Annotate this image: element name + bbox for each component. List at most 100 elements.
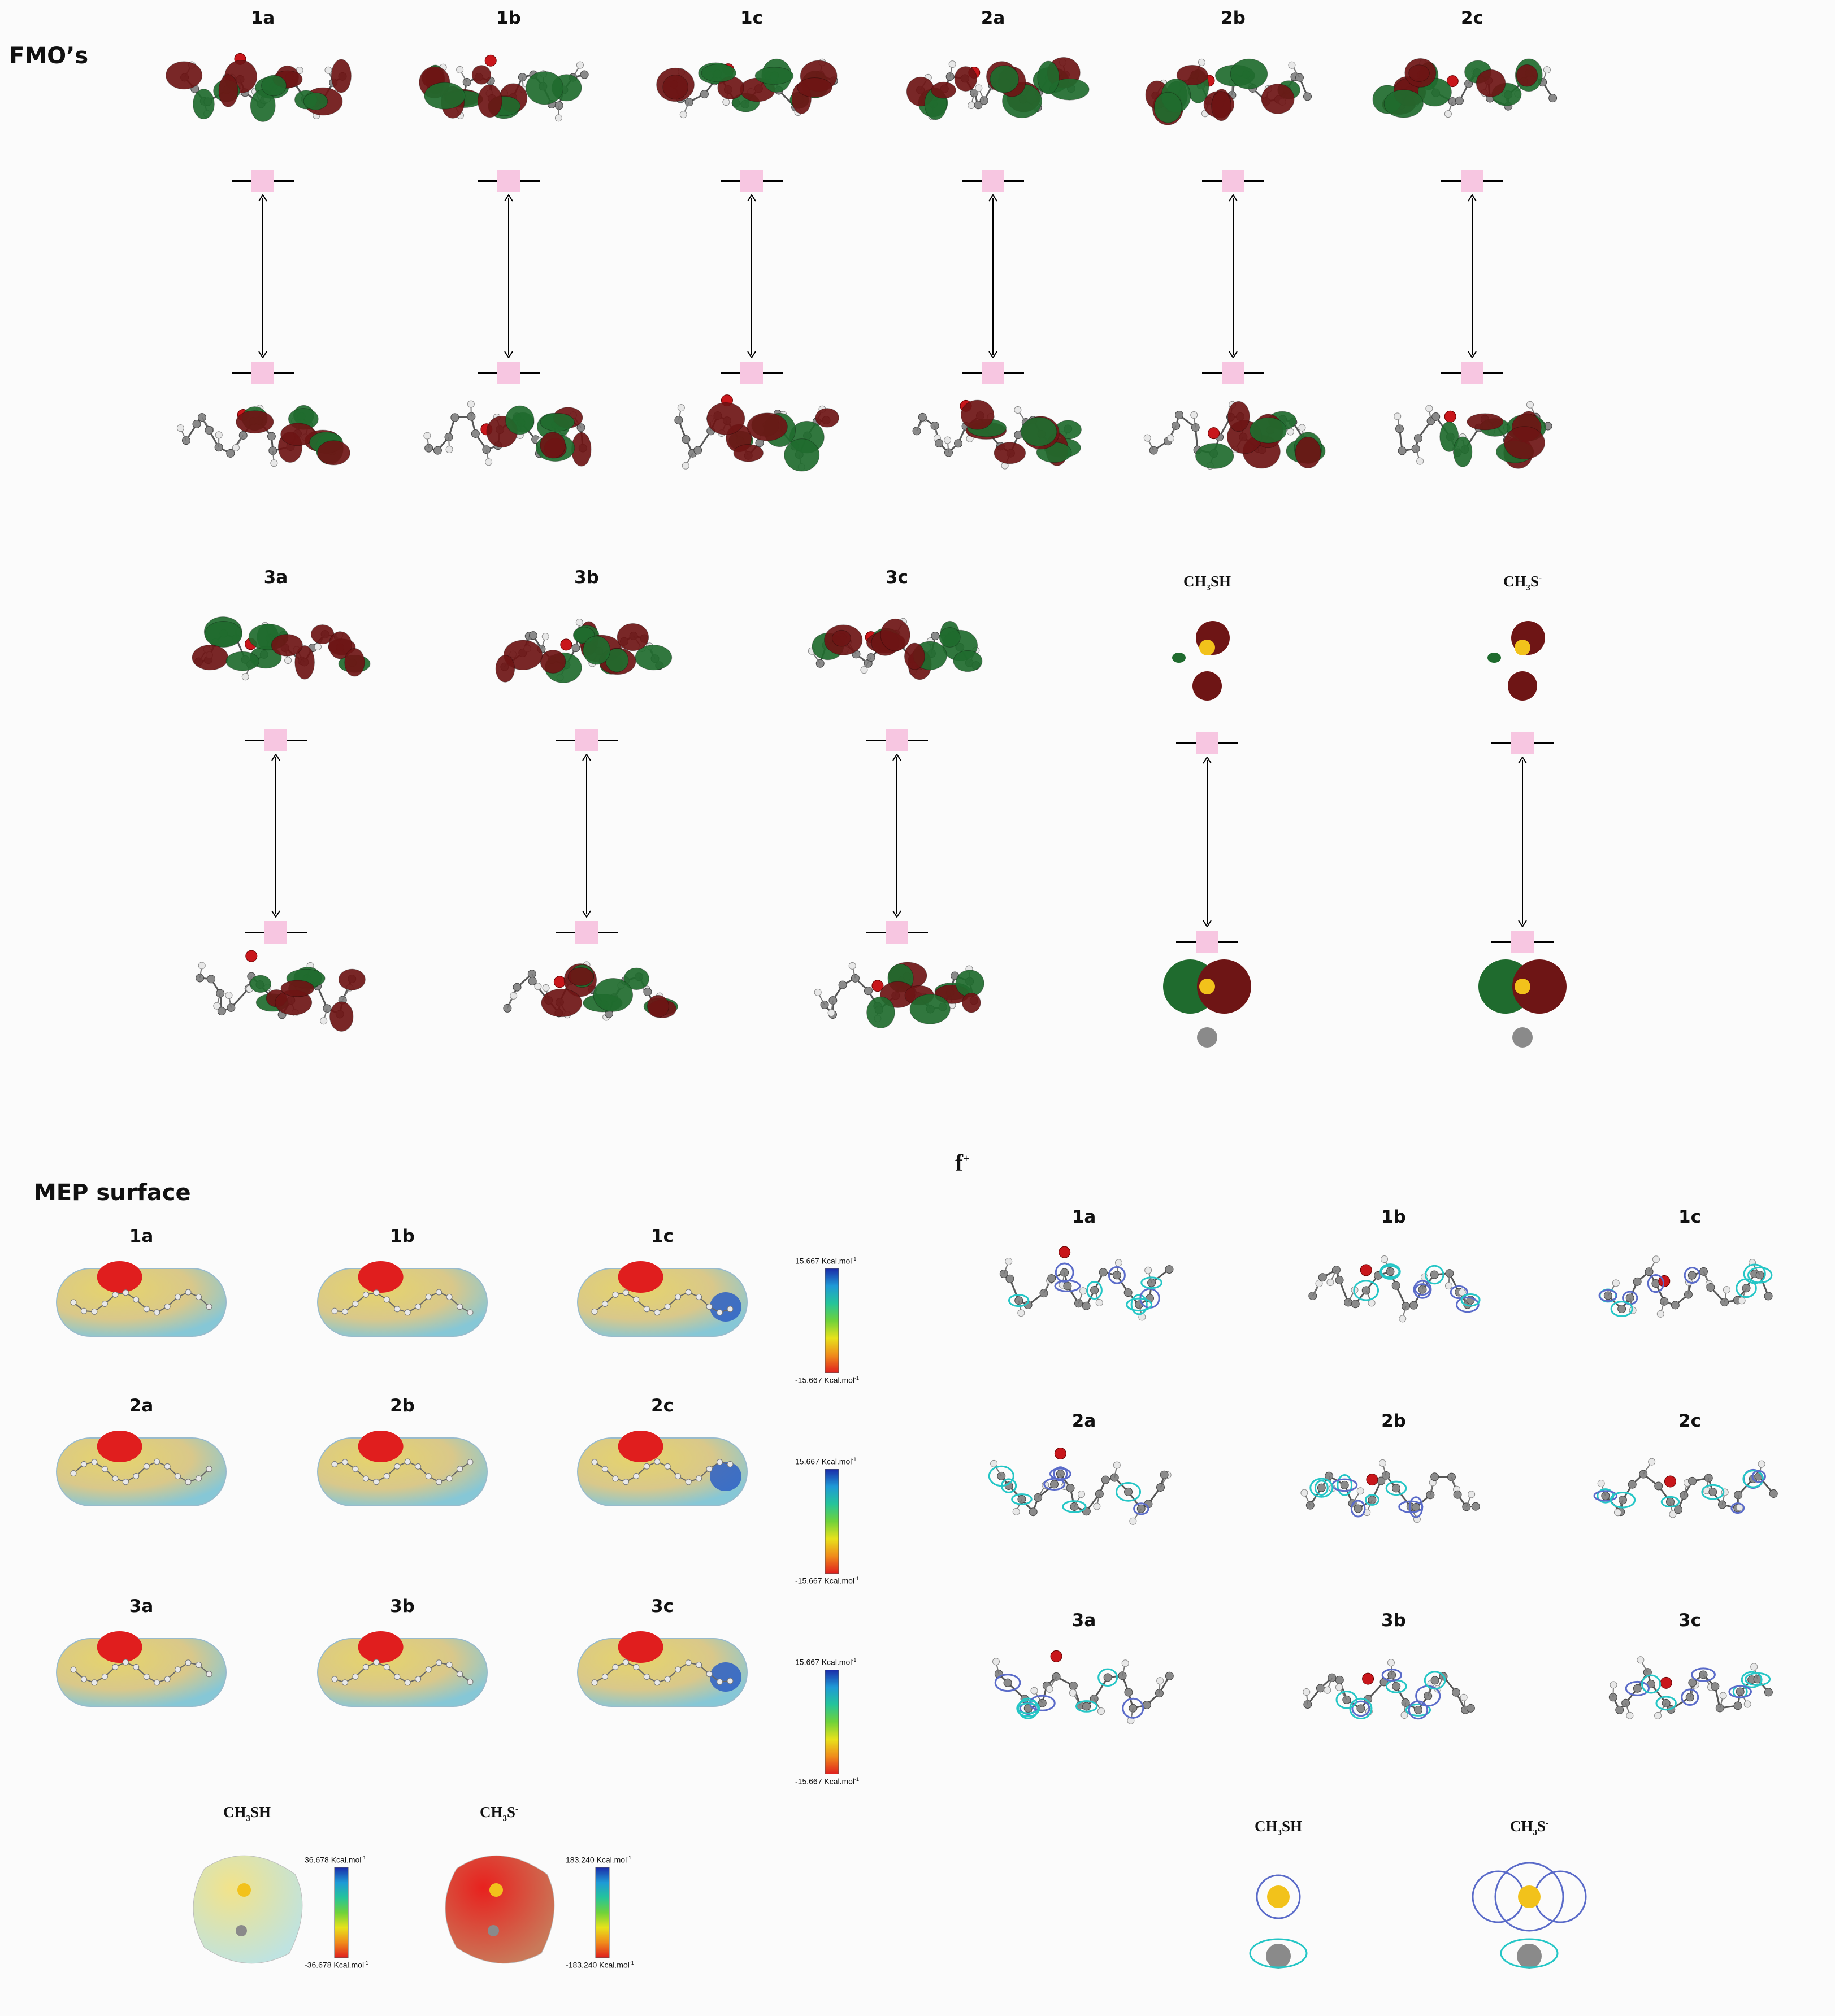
positive-lobe — [1453, 436, 1473, 467]
atom — [415, 1463, 422, 1470]
atom — [612, 1475, 619, 1482]
hydrogen-atom — [320, 1017, 328, 1025]
atom — [70, 1299, 77, 1306]
atom — [352, 1673, 359, 1680]
positive-lobe — [193, 89, 215, 120]
panel-label: 3a — [129, 1596, 154, 1617]
panel-label-formula: CH3S- — [1510, 1818, 1548, 1837]
hydrogen-atom — [1380, 1255, 1388, 1263]
density-isosurface — [1425, 1265, 1444, 1285]
density-isosurface — [1681, 1688, 1699, 1706]
negative-lobe — [1176, 64, 1208, 86]
density-isosurface — [1054, 1280, 1081, 1292]
carbon-atom — [1066, 1484, 1075, 1493]
atom — [164, 1303, 171, 1310]
negative-lobe — [280, 980, 315, 997]
density-isosurface — [1408, 1700, 1429, 1720]
atom — [362, 1291, 369, 1298]
arrow-head-up — [1203, 757, 1212, 764]
arrow-head-up — [988, 194, 997, 202]
negative-potential-region — [358, 1631, 404, 1663]
negative-lobe — [495, 655, 515, 683]
hydrogen-atom — [1656, 1310, 1664, 1318]
carbon-atom — [1101, 1475, 1110, 1484]
atom — [101, 1466, 108, 1472]
carbon-atom — [1413, 1705, 1422, 1714]
carbon-atom — [205, 426, 214, 435]
hydrogen-atom — [827, 1009, 835, 1017]
carbon-atom — [433, 446, 442, 455]
formula-main: CH — [1183, 573, 1207, 590]
positive-lobe — [424, 82, 466, 110]
carbon-atom — [1056, 1470, 1065, 1479]
atom — [696, 1475, 702, 1482]
gradient-bar — [334, 1867, 349, 1958]
negative-lobe — [815, 408, 839, 428]
arrow-head-down — [1468, 351, 1477, 358]
carbon-atom — [1082, 1702, 1091, 1711]
atom — [196, 1661, 202, 1668]
atom — [112, 1663, 119, 1670]
atom — [457, 1466, 463, 1472]
density-isosurface — [1097, 1668, 1118, 1687]
positive-lobe — [540, 412, 575, 432]
orbital-lobes — [656, 58, 838, 114]
fukui-density — [1335, 1669, 1446, 1720]
negative-lobe — [880, 618, 910, 651]
negative-lobe — [294, 645, 315, 680]
fmo-title: FMO’s — [9, 43, 89, 69]
negative-lobe — [831, 629, 852, 647]
hydrogen-atom — [1626, 1711, 1634, 1719]
panel-label: 3a — [1071, 1610, 1096, 1631]
panel-label-formula: CH3S- — [1503, 573, 1542, 593]
hydrogen-atom — [1612, 1279, 1620, 1287]
homo-orbital-plot — [1143, 401, 1326, 470]
atom — [685, 1479, 692, 1485]
hydrogen-atom — [1300, 1489, 1308, 1497]
atom — [80, 1461, 87, 1467]
atom — [654, 1679, 661, 1686]
atom — [383, 1296, 390, 1303]
hydrogen-atom — [198, 962, 206, 970]
color-scale-bar — [825, 1670, 839, 1774]
scale-min-value: -36.678 Kcal.mol — [305, 1960, 365, 1970]
arrow-head-down — [1229, 351, 1238, 358]
negative-lobe — [471, 65, 492, 85]
density-isosurface — [1414, 1283, 1431, 1296]
carbon-atom — [1431, 412, 1441, 421]
hydrogen-atom — [1637, 1656, 1645, 1664]
scale-unit-sup: -1 — [854, 1576, 860, 1581]
carbon-atom — [1395, 424, 1404, 433]
hydrogen-atom — [542, 984, 550, 992]
carbon-atom — [1165, 1265, 1174, 1274]
carbon-atom — [450, 413, 459, 422]
scale-max-value: 15.667 Kcal.mol — [795, 1256, 852, 1266]
atom — [175, 1666, 181, 1673]
mep-surface-plot — [577, 1631, 748, 1707]
atom — [685, 1659, 692, 1666]
carbon-atom — [1430, 1472, 1439, 1481]
atom — [675, 1666, 682, 1673]
gradient-bar — [825, 1670, 839, 1774]
density-isosurface — [1385, 1480, 1407, 1496]
hydrogen-atom — [1324, 1686, 1331, 1694]
density-isosurface — [1701, 1484, 1725, 1500]
positive-potential-region — [710, 1462, 741, 1491]
carbon-atom — [1047, 1274, 1056, 1283]
carbon-atom — [954, 439, 963, 448]
atom — [362, 1475, 369, 1482]
color-scale-bar — [334, 1867, 349, 1958]
atom — [601, 1673, 608, 1680]
hydrogen-atom — [510, 992, 518, 1000]
electrostatic-surface — [317, 1638, 488, 1707]
density-isosurface — [1655, 1696, 1677, 1711]
hydrogen-atom — [1597, 1479, 1605, 1487]
oxygen-atom — [1208, 427, 1220, 440]
carbon-atom — [945, 72, 955, 81]
atom — [331, 1676, 338, 1683]
scale-min-label: -15.667 Kcal.mol-1 — [795, 1576, 859, 1585]
panel-label: 2c — [1461, 8, 1483, 28]
carbon-atom — [1628, 1480, 1637, 1489]
hydrogen-atom — [485, 458, 493, 466]
hydrogen-atom — [1444, 110, 1452, 118]
